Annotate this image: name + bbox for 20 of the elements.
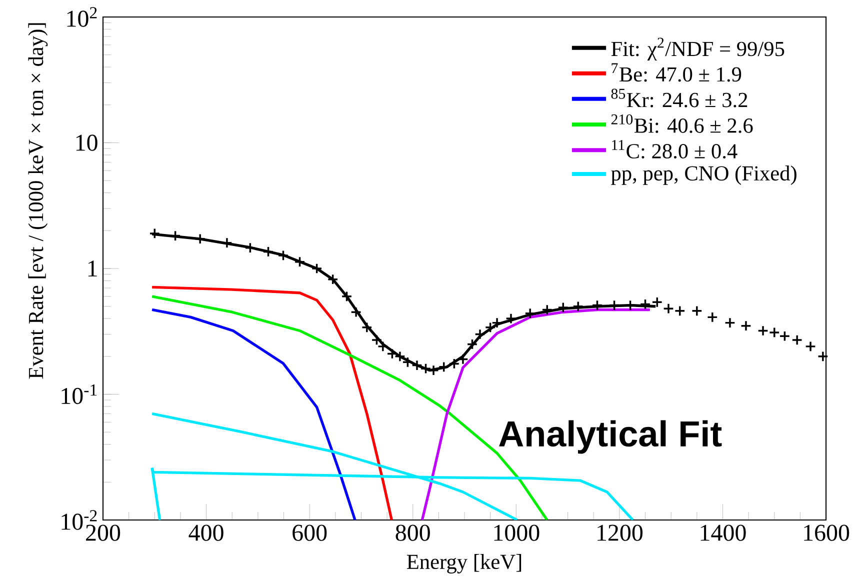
- x-tick-label: 800: [396, 524, 430, 541]
- x-tick-label: 1600: [804, 524, 850, 541]
- x-tick-label: 400: [188, 524, 224, 541]
- y-axis-title: Event Rate [evt / (1000 keV × ton × day)]: [28, 23, 48, 379]
- y-tick-label: 1: [88, 260, 97, 276]
- legend-label: $^{85}$Kr: 24.6 ± 3.2: [611, 88, 748, 108]
- x-tick-label: 1200: [598, 524, 643, 541]
- annotation: Analytical Fit: [499, 420, 722, 454]
- y-tick-label: 10$^{-1}$: [62, 384, 97, 404]
- legend-label: $^{210}$Bi: 40.6 ± 2.6: [611, 114, 753, 133]
- legend-label: $^{11}$C: 28.0 ± 0.4: [612, 140, 738, 159]
- legend-label: pp, pep, CNO (Fixed): [611, 166, 796, 185]
- x-axis-title: Energy [keV]: [406, 554, 522, 574]
- y-tick-label: 10: [76, 134, 98, 151]
- x-tick-label: 1000: [494, 524, 540, 541]
- legend-label: Fit: χ$^{2}$/NDF = 99/95: [611, 38, 784, 60]
- x-tick-label: 600: [292, 524, 327, 541]
- y-tick-label: 10$^{2}$: [67, 7, 97, 27]
- x-tick-label: 1400: [700, 524, 746, 541]
- legend-label: $^{7}$Be: 47.0 ± 1.9: [612, 63, 742, 82]
